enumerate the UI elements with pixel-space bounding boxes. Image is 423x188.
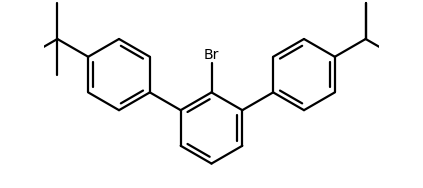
- Text: Br: Br: [204, 48, 219, 62]
